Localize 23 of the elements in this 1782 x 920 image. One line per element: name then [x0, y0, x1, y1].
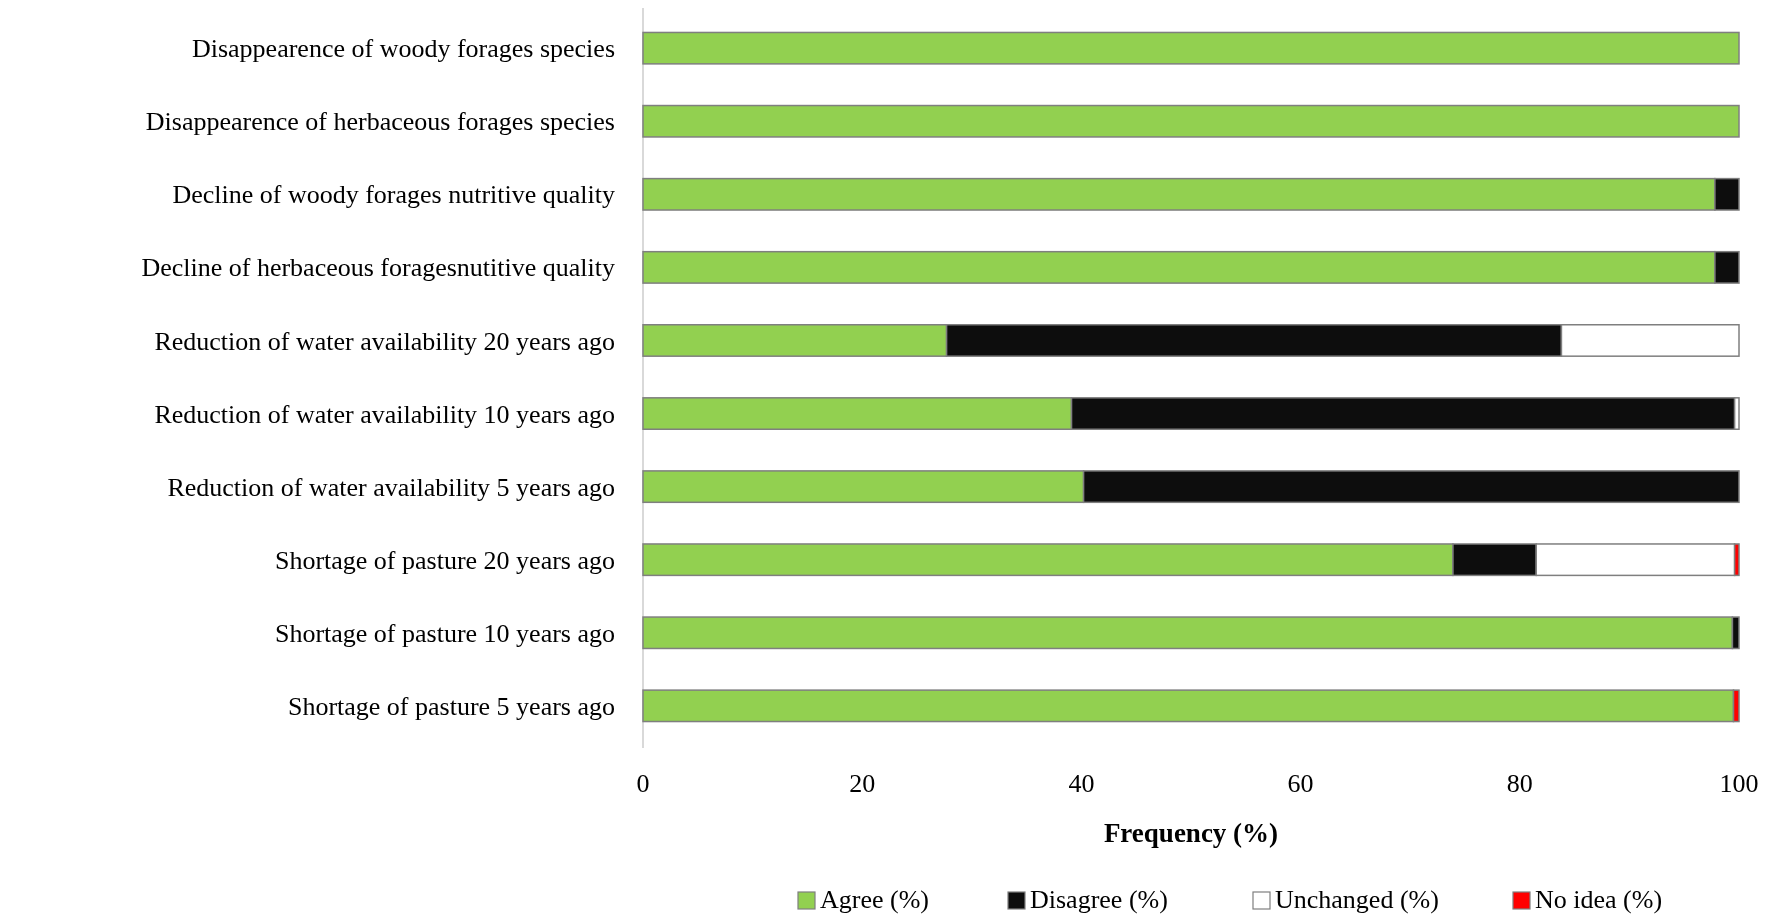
- y-tick-label: Shortage of pasture 10 years ago: [274, 618, 615, 648]
- bar: [642, 104, 1740, 138]
- x-tick-label: 80: [1506, 769, 1533, 798]
- x-tick-label: 20: [849, 769, 876, 798]
- x-tick-label: 0: [636, 769, 650, 798]
- y-tick-label: Reduction of water availability 20 years ago: [154, 326, 615, 356]
- x-tick-label: 60: [1287, 769, 1314, 798]
- y-tick-label: Disappearence of herbaceous forages species: [145, 107, 615, 137]
- y-tick-label: Decline of herbaceous foragesnutitive quality: [141, 253, 615, 283]
- legend-label: Unchanged (%): [1275, 885, 1439, 914]
- legend-label: Agree (%): [820, 885, 929, 914]
- y-tick-label: Shortage of pasture 20 years ago: [274, 545, 615, 575]
- y-tick-label: Disappearence of woody forages species: [191, 34, 615, 64]
- x-tick-label: 100: [1719, 769, 1759, 798]
- y-tick-label: Reduction of water availability 5 years ago: [167, 472, 615, 502]
- bar: [642, 31, 1740, 65]
- legend-label: Disagree (%): [1030, 885, 1168, 914]
- y-tick-label: Reduction of water availability 10 years ago: [154, 399, 615, 429]
- legend-label: No idea (%): [1535, 885, 1663, 914]
- x-tick-label: 40: [1068, 769, 1095, 798]
- y-tick-label: Decline of woody forages nutritive quality: [172, 180, 615, 210]
- x-axis-title: Frequency (%): [1103, 818, 1279, 848]
- y-tick-label: Shortage of pasture 5 years ago: [287, 691, 615, 721]
